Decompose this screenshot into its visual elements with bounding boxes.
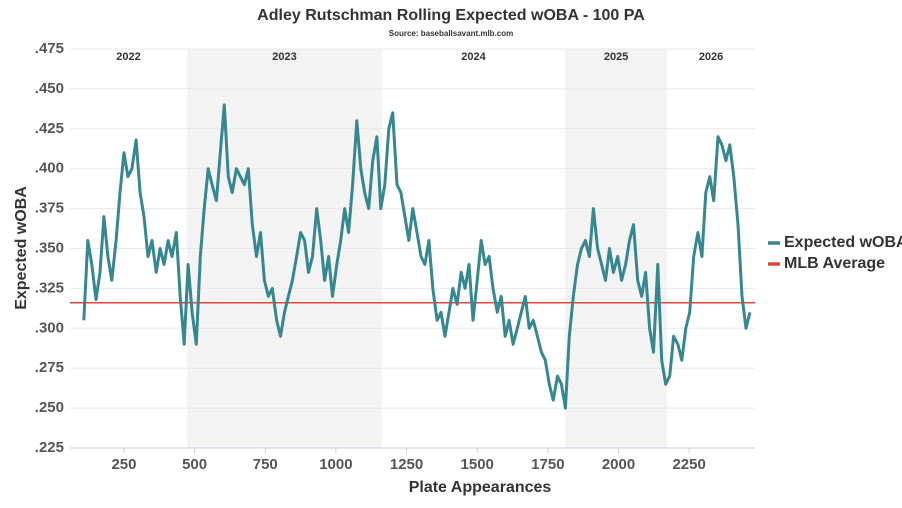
season-label: 2022 xyxy=(116,51,140,63)
legend-label: MLB Average xyxy=(784,255,885,272)
x-tick-label: 1250 xyxy=(390,456,423,473)
chart-subtitle: Source: baseballsavant.mlb.com xyxy=(389,29,514,38)
legend-label: Expected wOBA xyxy=(784,234,902,251)
y-tick-label: .250 xyxy=(35,399,64,416)
y-tick-label: .425 xyxy=(35,120,64,137)
y-tick-label: .375 xyxy=(35,200,64,217)
x-tick-label: 1500 xyxy=(461,456,494,473)
x-axis-title: Plate Appearances xyxy=(409,479,552,496)
x-tick-label: 1000 xyxy=(319,456,352,473)
y-tick-label: .350 xyxy=(35,239,64,256)
season-label: 2026 xyxy=(699,51,723,63)
x-tick-label: 500 xyxy=(182,456,207,473)
y-tick-label: .450 xyxy=(35,80,64,97)
x-tick-label: 1750 xyxy=(531,456,564,473)
x-tick-label: 750 xyxy=(253,456,278,473)
season-label: 2024 xyxy=(461,51,486,63)
season-label: 2023 xyxy=(272,51,296,63)
y-tick-label: .300 xyxy=(35,319,64,336)
season-label: 2025 xyxy=(604,51,628,63)
x-tick-label: 2000 xyxy=(602,456,635,473)
y-tick-label: .275 xyxy=(35,359,64,376)
chart-title: Adley Rutschman Rolling Expected wOBA - … xyxy=(257,7,645,24)
y-tick-label: .325 xyxy=(35,279,64,296)
y-tick-label: .400 xyxy=(35,160,64,177)
y-axis-title: Expected wOBA xyxy=(13,186,30,310)
x-tick-label: 250 xyxy=(111,456,136,473)
x-tick-label: 2250 xyxy=(672,456,705,473)
y-tick-label: .475 xyxy=(35,40,64,57)
series-line xyxy=(82,103,752,410)
y-tick-label: .225 xyxy=(35,439,64,456)
